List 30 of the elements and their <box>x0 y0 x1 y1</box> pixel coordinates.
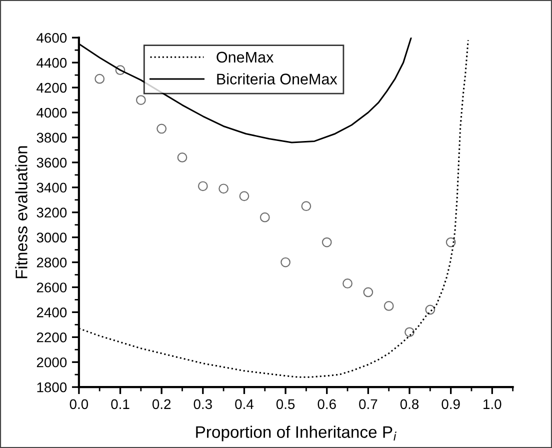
x-tick-label: 0.3 <box>194 399 212 410</box>
x-axis-title: Proportion of Inheritance P$_{i}$ <box>196 426 396 442</box>
y-tick-label: 4000 <box>36 108 67 118</box>
x-tick-label: 0.0 <box>70 399 88 410</box>
x-tick-label: 0.8 <box>400 399 419 410</box>
y-tick-label: 4200 <box>36 82 67 93</box>
legend-label: OneMax <box>216 52 274 63</box>
y-tick-label: 2800 <box>36 258 67 268</box>
y-tick-label: 2200 <box>36 332 67 342</box>
x-tick-label: 0.1 <box>111 399 130 410</box>
legend-label: Bicriteria OneMax <box>217 73 338 84</box>
y-tick-label: 3200 <box>36 208 67 218</box>
x-tick-label: 0.4 <box>235 399 254 410</box>
y-tick-label: 3000 <box>36 232 67 242</box>
y-tick-label: 3400 <box>36 182 67 193</box>
x-tick-label: 0.5 <box>276 399 295 410</box>
x-tick-label: 1.0 <box>484 399 502 410</box>
y-axis-title: Fitness evaluation <box>15 146 28 278</box>
x-tick-label: 0.7 <box>359 399 378 410</box>
y-tick-label: 4400 <box>36 58 67 68</box>
y-tick-label: 4600 <box>36 32 67 43</box>
y-tick-label: 2600 <box>36 282 67 292</box>
x-tick-label: 0.6 <box>318 399 336 410</box>
y-tick-label: 3600 <box>36 158 67 168</box>
x-tick-label: 0.2 <box>152 399 171 410</box>
x-tick-label: 0.9 <box>442 399 460 410</box>
y-tick-label: 2400 <box>36 308 67 318</box>
y-tick-label: 1800 <box>37 382 67 392</box>
y-tick-label: 2000 <box>36 357 67 368</box>
y-tick-label: 3800 <box>36 132 67 143</box>
